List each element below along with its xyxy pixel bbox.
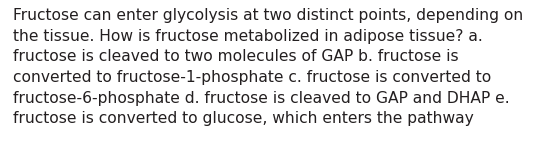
Text: Fructose can enter glycolysis at two distinct points, depending on
the tissue. H: Fructose can enter glycolysis at two dis… (13, 8, 523, 126)
